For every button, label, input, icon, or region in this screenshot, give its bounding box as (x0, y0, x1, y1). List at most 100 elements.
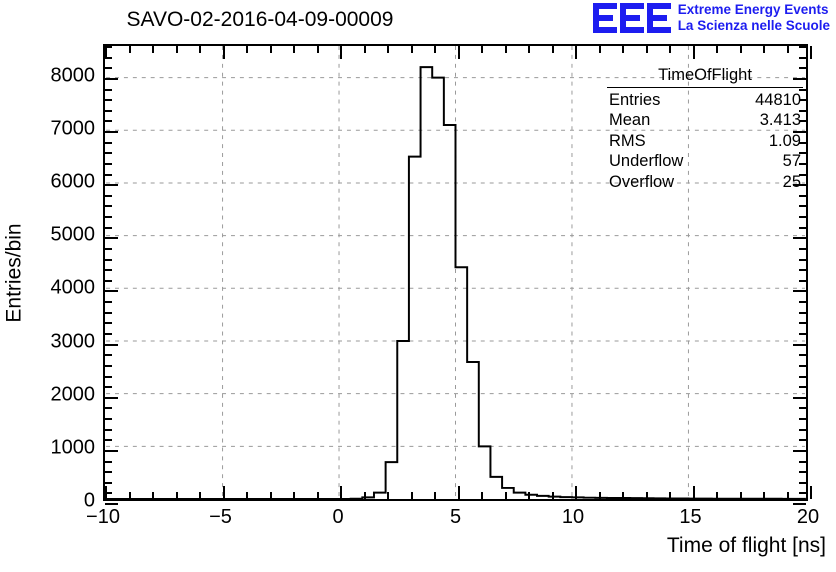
y-tick (105, 364, 112, 367)
y-tick (799, 67, 806, 70)
y-tick (105, 460, 112, 463)
y-tick (105, 247, 112, 250)
x-tick (293, 46, 295, 53)
y-tick (105, 301, 112, 304)
x-tick-label: 0 (332, 506, 344, 528)
eee-logo-text: Extreme Energy Events La Scienza nelle S… (678, 2, 830, 33)
stats-box: TimeOfFlight Entries 44810 Mean 3.413 RMS 1.0… (607, 65, 803, 192)
stats-row-value: 57 (782, 152, 801, 170)
y-tick (799, 226, 806, 229)
y-tick (799, 269, 806, 272)
y-tick (799, 109, 806, 112)
x-tick (598, 46, 601, 53)
x-tick (786, 46, 789, 53)
y-tick (105, 109, 112, 112)
eee-logo-mark (592, 2, 671, 33)
y-axis-tick-labels: 0 1000 2000 3000 4000 5000 6000 7000 8000 (0, 44, 101, 511)
x-tick (504, 492, 507, 499)
x-tick (387, 492, 389, 499)
y-tick-label: 7000 (50, 117, 96, 140)
y-tick (105, 269, 112, 272)
y-tick (799, 386, 806, 389)
y-tick (105, 184, 118, 187)
x-tick (645, 46, 648, 53)
y-tick (105, 290, 118, 293)
x-tick (692, 46, 695, 59)
y-tick (105, 88, 112, 91)
stats-divider (607, 86, 803, 88)
y-tick (799, 471, 806, 474)
x-tick-label: 10 (561, 506, 585, 528)
x-tick (810, 486, 812, 499)
x-tick (199, 492, 201, 499)
page-title: SAVO-02-2016-04-09-00009 (126, 8, 394, 31)
x-tick-label: 20 (796, 506, 820, 528)
x-tick (316, 492, 319, 499)
x-tick (222, 46, 225, 59)
x-tick (457, 486, 460, 499)
x-tick (152, 492, 154, 499)
y-tick (799, 364, 806, 367)
y-tick (105, 99, 112, 102)
y-tick (799, 205, 806, 208)
x-tick (128, 492, 131, 499)
x-axis-tick-labels: −10 −5 0 5 10 15 20 (86, 506, 819, 532)
x-tick (551, 46, 554, 53)
x-tick (105, 486, 107, 499)
x-tick (410, 46, 413, 53)
stats-row-value: 25 (782, 172, 801, 191)
plot-frame: TimeOfFlight Entries 44810 Mean 3.413 RMS 1.0… (103, 44, 812, 505)
y-tick-label: 1000 (50, 436, 96, 459)
x-tick (222, 486, 225, 499)
x-tick (434, 46, 436, 53)
y-tick (799, 439, 806, 442)
y-tick (105, 449, 118, 452)
y-tick (105, 407, 112, 410)
stats-title: TimeOfFlight (658, 66, 752, 84)
x-tick-label: −5 (209, 506, 232, 528)
y-tick (105, 237, 118, 240)
x-tick-label: 5 (449, 506, 462, 528)
x-tick (528, 492, 530, 499)
y-tick (105, 471, 112, 474)
y-tick (799, 141, 806, 144)
x-tick-label: 15 (679, 506, 702, 528)
x-tick (246, 492, 248, 499)
stats-row-key: Mean (609, 111, 651, 129)
x-tick (810, 46, 812, 59)
x-tick (763, 46, 765, 53)
eee-letter-e2 (619, 2, 644, 33)
x-tick (551, 492, 554, 499)
stats-row-value: 44810 (755, 90, 801, 109)
x-tick (246, 46, 248, 53)
y-tick (799, 56, 806, 59)
y-tick (799, 311, 806, 314)
y-tick (105, 205, 112, 208)
y-tick (799, 258, 806, 261)
x-tick (457, 46, 460, 59)
y-tick-label: 6000 (50, 170, 96, 193)
y-tick (793, 237, 806, 240)
y-tick (105, 162, 112, 165)
x-tick (269, 46, 272, 53)
x-tick (434, 492, 436, 499)
x-tick (199, 46, 201, 53)
eee-logo-line2: La Scienza nelle Scuole (677, 17, 830, 33)
y-tick (793, 290, 806, 293)
y-tick (105, 258, 112, 261)
x-tick (293, 492, 295, 499)
y-tick (793, 77, 806, 80)
x-tick (528, 46, 530, 53)
y-tick (793, 449, 806, 452)
histogram-curve (106, 66, 806, 499)
y-tick (105, 354, 112, 357)
eee-letter-e3 (646, 2, 671, 33)
y-tick (799, 173, 806, 176)
y-tick (793, 396, 806, 399)
y-tick (105, 279, 112, 282)
x-tick (152, 46, 154, 53)
y-tick (799, 354, 806, 357)
y-tick (105, 131, 118, 133)
y-tick (799, 322, 806, 325)
y-tick (799, 333, 806, 335)
